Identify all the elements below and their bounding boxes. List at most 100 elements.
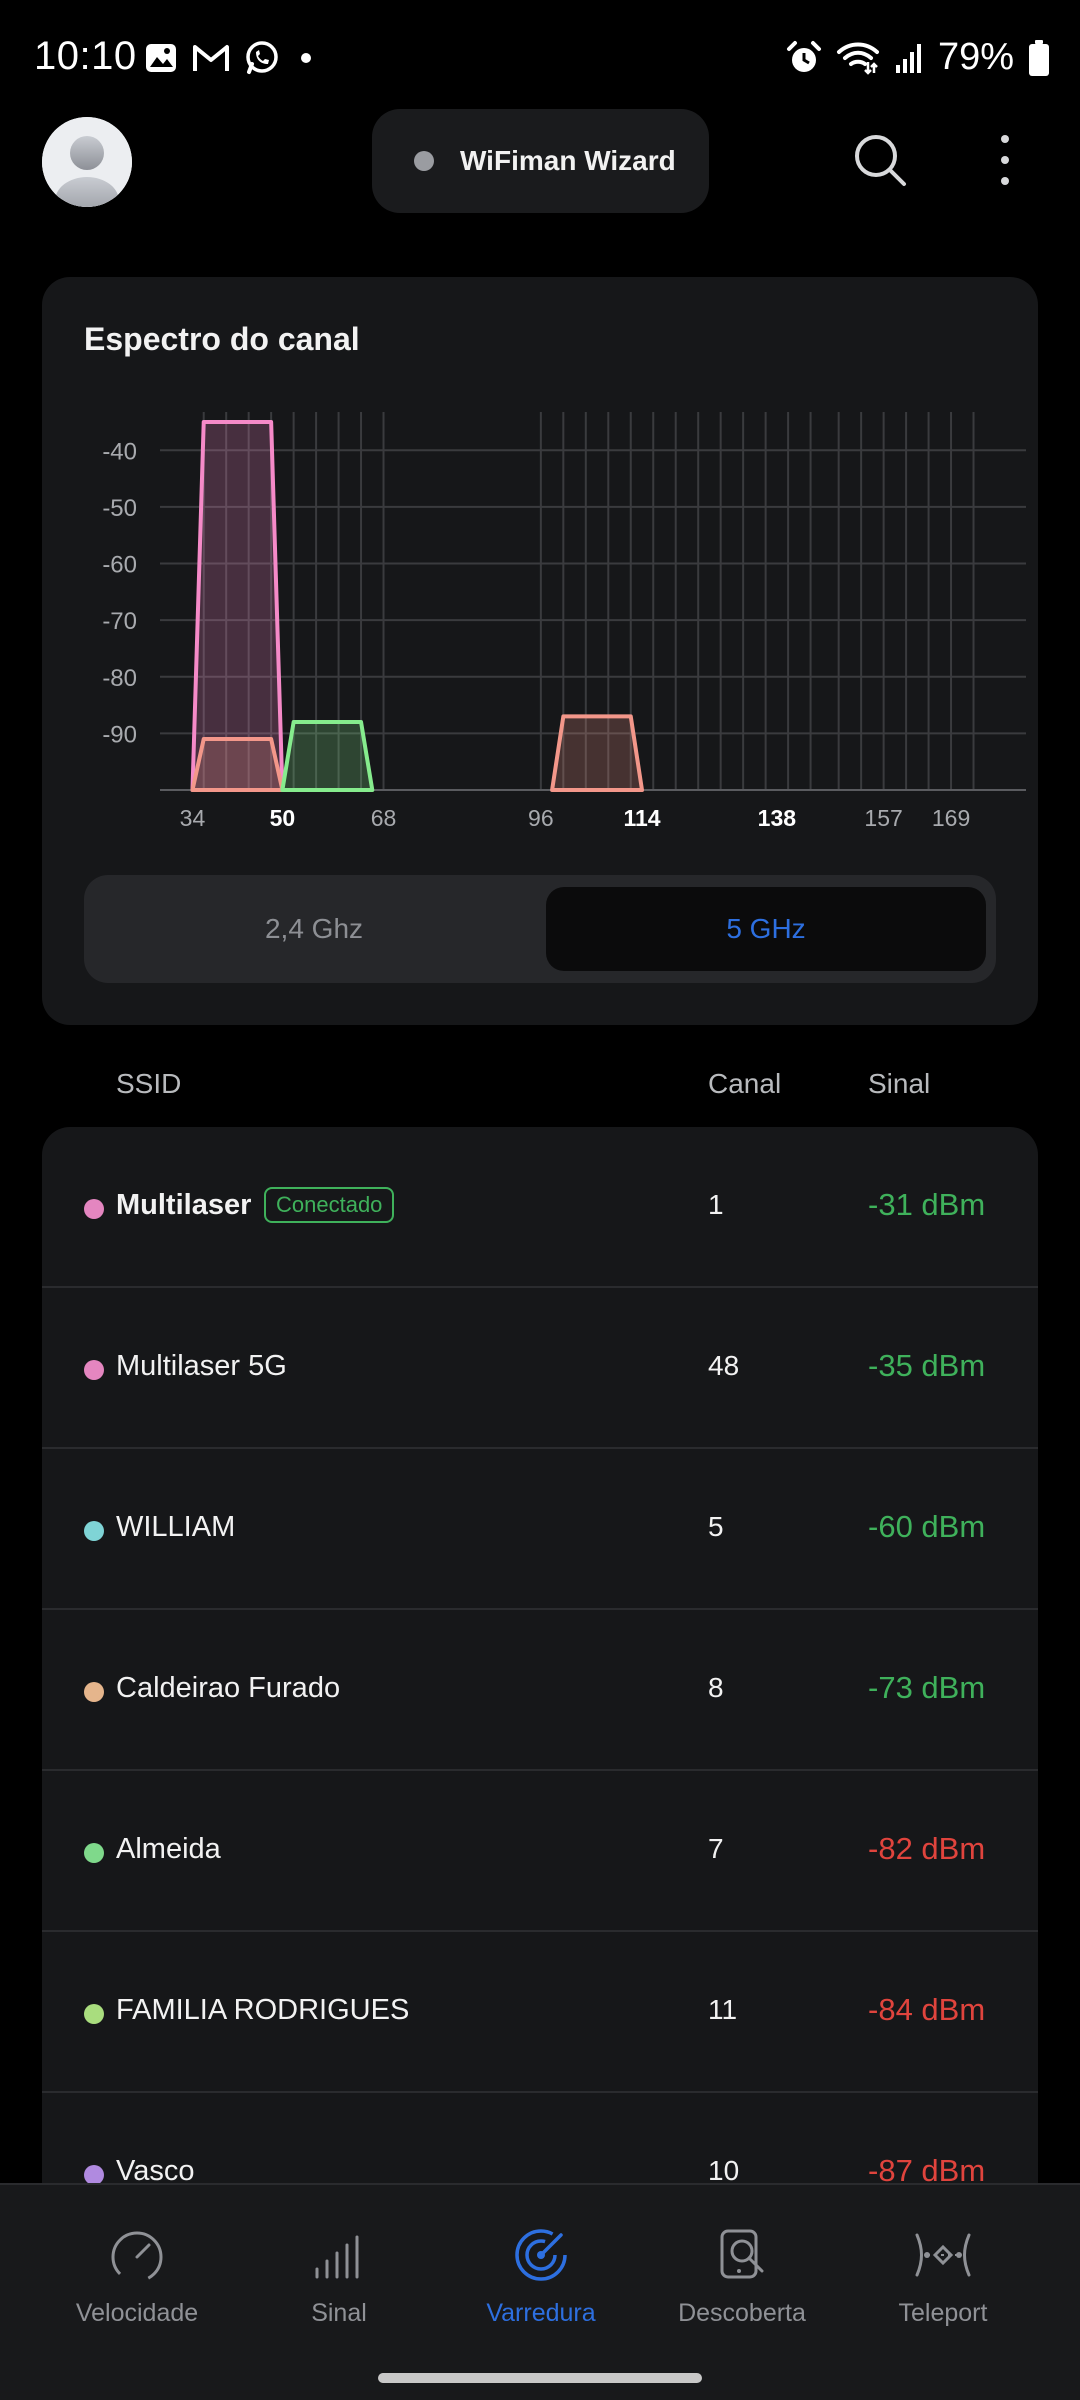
channel-spectrum-card: Espectro do canal -40 -50 -60 -70 -80 -90 34 50… xyxy=(42,277,1038,1025)
network-signal: -60 dBm xyxy=(868,1509,986,1544)
search-button[interactable] xyxy=(850,130,910,190)
x-tick-label: 169 xyxy=(932,805,970,831)
battery-icon xyxy=(1029,39,1049,76)
nav-label: Sinal xyxy=(311,2299,367,2327)
spectrum-curve xyxy=(280,720,375,792)
spectrum-title: Espectro do canal xyxy=(84,321,360,357)
network-row[interactable]: Vasco 10 -87 dBm xyxy=(42,2093,1038,2227)
band-option-5ghz[interactable]: 5 GHz xyxy=(546,887,986,971)
nav-item-sinal[interactable]: Sinal xyxy=(239,2225,439,2345)
x-tick-label: 50 xyxy=(270,805,296,831)
network-list: Multilaser Conectado 1 -31 dBm Multilase… xyxy=(42,1127,1038,2227)
network-channel: 1 xyxy=(708,1189,724,1220)
status-bar: 10:10 xyxy=(0,0,1080,120)
network-channel: 48 xyxy=(708,1350,740,1381)
wizard-label: WiFiman Wizard xyxy=(460,145,676,176)
network-color-dot xyxy=(84,1360,104,1380)
spectrum-curve xyxy=(190,737,285,792)
network-ssid: Vasco xyxy=(116,2155,195,2187)
network-ssid: WILLIAM xyxy=(116,1511,236,1543)
nav-item-teleport[interactable]: Teleport xyxy=(843,2225,1043,2345)
wizard-status-dot xyxy=(414,151,434,171)
network-channel: 8 xyxy=(708,1672,724,1703)
status-system-icons: 79% xyxy=(786,36,1050,79)
network-channel: 7 xyxy=(708,1833,724,1864)
y-tick-label: -40 xyxy=(102,438,137,465)
network-channel: 11 xyxy=(708,1994,738,2025)
connected-badge: Conectado xyxy=(264,1187,395,1223)
network-row[interactable]: Caldeirao Furado 8 -73 dBm xyxy=(42,1610,1038,1771)
wifiman-wizard-button[interactable]: WiFiman Wizard xyxy=(372,109,709,213)
gallery-icon xyxy=(146,44,176,72)
cellular-signal-icon xyxy=(895,43,921,73)
spectrum-curve xyxy=(550,714,644,792)
network-signal: -82 dBm xyxy=(868,1831,986,1866)
network-signal: -87 dBm xyxy=(868,2153,986,2188)
radar-icon xyxy=(515,2229,567,2281)
more-vertical-icon xyxy=(1001,135,1009,185)
y-tick-label: -80 xyxy=(102,665,137,692)
signal-bars-icon xyxy=(315,2235,359,2279)
network-row[interactable]: Almeida 7 -82 dBm xyxy=(42,1771,1038,1932)
x-tick-label: 96 xyxy=(528,805,554,831)
gmail-icon xyxy=(193,45,229,71)
network-ssid: Multilaser xyxy=(116,1189,252,1221)
whatsapp-icon xyxy=(246,41,278,74)
channel-spectrum-chart: -40 -50 -60 -70 -80 -90 34 50 68 96 114 138 157 169 xyxy=(102,412,1026,831)
user-avatar-icon xyxy=(42,117,132,207)
wifi-icon xyxy=(836,42,879,75)
network-ssid: Almeida xyxy=(116,1833,221,1865)
network-ssid: Multilaser 5G xyxy=(116,1350,287,1382)
network-signal: -84 dBm xyxy=(868,1992,986,2027)
network-color-dot xyxy=(84,2165,104,2185)
device-search-icon xyxy=(720,2229,764,2279)
network-row[interactable]: Multilaser 5G 48 -35 dBm xyxy=(42,1288,1038,1449)
y-tick-label: -60 xyxy=(102,552,137,579)
network-channel: 10 xyxy=(708,2155,740,2186)
nav-label: Teleport xyxy=(898,2299,988,2327)
nav-label: Descoberta xyxy=(678,2299,806,2327)
network-color-dot xyxy=(84,2004,104,2024)
status-notification-icons xyxy=(144,40,318,76)
home-indicator[interactable] xyxy=(378,2373,702,2383)
nav-item-descoberta[interactable]: Descoberta xyxy=(642,2225,842,2345)
nav-item-varredura[interactable]: Varredura xyxy=(441,2225,641,2345)
network-ssid: FAMILIA RODRIGUES xyxy=(116,1994,410,2026)
network-color-dot xyxy=(84,1199,104,1219)
teleport-icon xyxy=(915,2233,971,2277)
bottom-navigation: Velocidade Sinal Varredura Descoberta xyxy=(0,2183,1080,2400)
status-time: 10:10 xyxy=(34,34,137,78)
alarm-icon xyxy=(786,40,821,72)
network-color-dot xyxy=(84,1843,104,1863)
col-header-signal: Sinal xyxy=(868,1068,931,1099)
network-ssid: Caldeirao Furado xyxy=(116,1672,341,1704)
nav-label: Varredura xyxy=(486,2299,596,2327)
dot-icon xyxy=(301,53,311,63)
network-row[interactable]: FAMILIA RODRIGUES 11 -84 dBm xyxy=(42,1932,1038,2093)
network-table-header: SSID Canal Sinal xyxy=(0,1068,1080,1108)
col-header-ssid: SSID xyxy=(116,1068,182,1099)
y-tick-label: -70 xyxy=(102,608,137,635)
network-signal: -73 dBm xyxy=(868,1670,986,1705)
avatar[interactable] xyxy=(42,117,132,207)
network-signal: -31 dBm xyxy=(868,1187,986,1222)
network-color-dot xyxy=(84,1521,104,1541)
network-row[interactable]: Multilaser Conectado 1 -31 dBm xyxy=(42,1127,1038,1288)
band-toggle: 2,4 Ghz 5 GHz xyxy=(84,875,996,983)
more-options-button[interactable] xyxy=(990,130,1020,190)
x-tick-label: 34 xyxy=(180,805,206,831)
network-signal: -35 dBm xyxy=(868,1348,986,1383)
network-color-dot xyxy=(84,1682,104,1702)
speedometer-icon xyxy=(111,2231,163,2283)
x-tick-label: 68 xyxy=(371,805,397,831)
band-option-2-4ghz[interactable]: 2,4 Ghz xyxy=(264,913,364,944)
nav-label: Velocidade xyxy=(75,2299,199,2327)
y-tick-label: -50 xyxy=(102,495,137,522)
search-icon xyxy=(855,135,906,186)
nav-item-velocidade[interactable]: Velocidade xyxy=(37,2225,237,2345)
network-channel: 5 xyxy=(708,1511,724,1542)
x-tick-label: 138 xyxy=(758,805,797,831)
x-tick-label: 114 xyxy=(623,805,660,831)
y-tick-label: -90 xyxy=(102,721,137,748)
network-row[interactable]: WILLIAM 5 -60 dBm xyxy=(42,1449,1038,1610)
